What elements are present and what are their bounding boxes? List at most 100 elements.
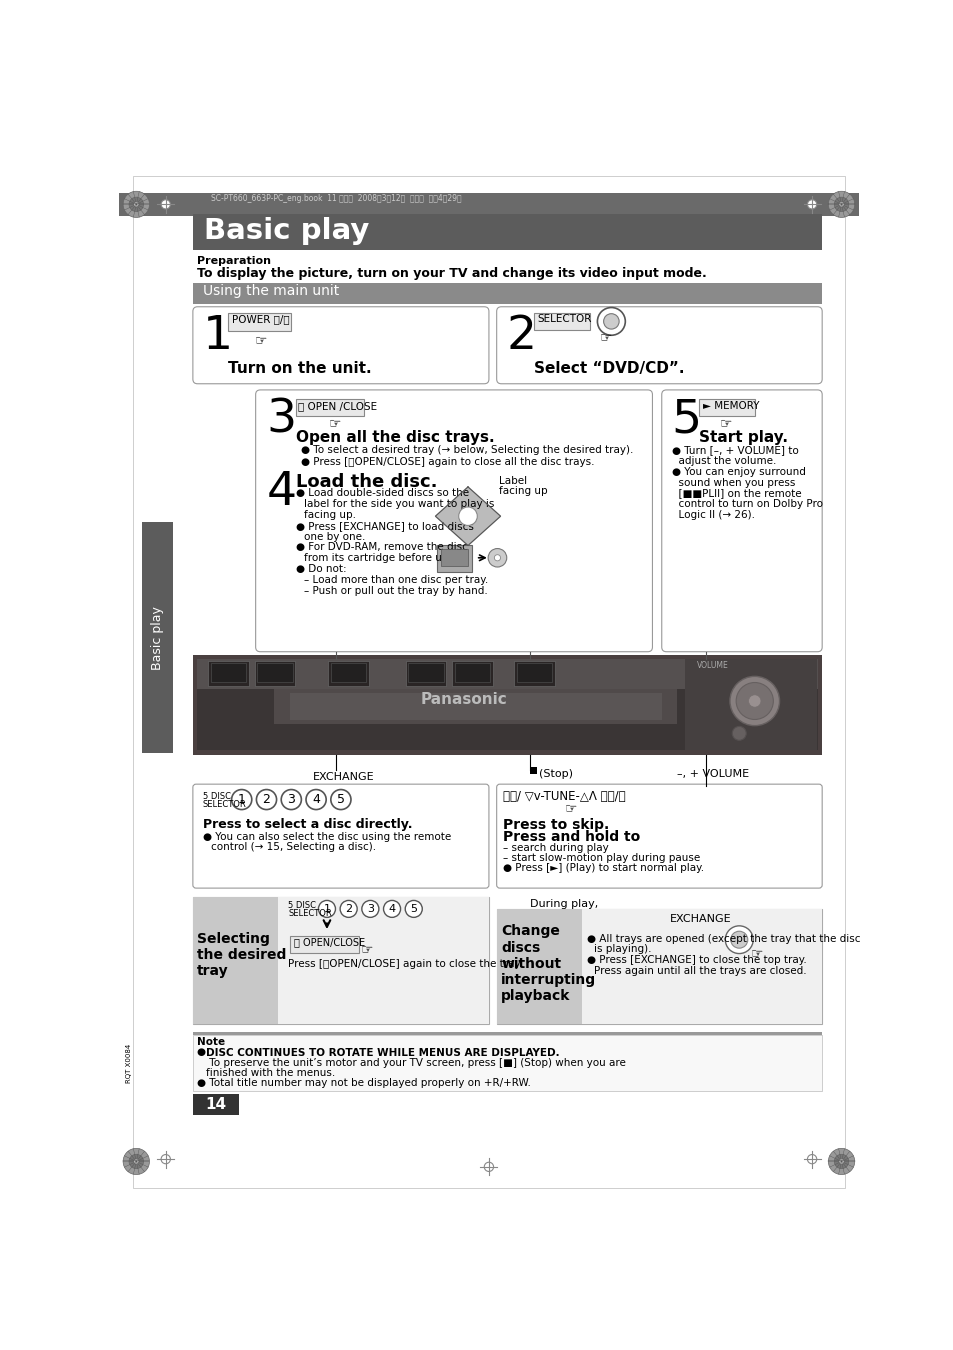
- Circle shape: [161, 1154, 171, 1164]
- Circle shape: [834, 197, 848, 212]
- Text: ● All trays are opened (except the tray that the disc: ● All trays are opened (except the tray …: [586, 934, 860, 944]
- Text: ☞: ☞: [720, 416, 732, 431]
- Text: Open all the disc trays.: Open all the disc trays.: [295, 429, 494, 446]
- Circle shape: [383, 900, 400, 918]
- Text: ● For DVD-RAM, remove the disc: ● For DVD-RAM, remove the disc: [295, 543, 467, 552]
- Circle shape: [729, 676, 779, 726]
- Text: 2: 2: [345, 904, 352, 914]
- Text: 2: 2: [506, 315, 537, 359]
- Text: Panasonic: Panasonic: [420, 693, 507, 707]
- Text: ⏶ OPEN/CLOSE: ⏶ OPEN/CLOSE: [294, 937, 364, 948]
- Text: POWER ⏻/⏹: POWER ⏻/⏹: [232, 315, 289, 324]
- Text: ⏶ OPEN /CLOSE: ⏶ OPEN /CLOSE: [298, 401, 377, 410]
- FancyBboxPatch shape: [661, 390, 821, 652]
- Text: SELECTOR: SELECTOR: [203, 799, 247, 809]
- Text: 4: 4: [312, 792, 319, 806]
- Circle shape: [129, 1154, 143, 1169]
- Text: facing up.: facing up.: [303, 510, 355, 520]
- Text: 4: 4: [266, 470, 296, 514]
- Text: Select “DVD/CD”.: Select “DVD/CD”.: [534, 360, 683, 375]
- Text: Basic play: Basic play: [152, 606, 164, 670]
- Bar: [497, 909, 581, 1023]
- Circle shape: [603, 313, 618, 329]
- Circle shape: [736, 683, 773, 720]
- Text: To display the picture, turn on your TV and change its video input mode.: To display the picture, turn on your TV …: [196, 267, 706, 279]
- Text: Basic play: Basic play: [204, 217, 370, 246]
- Circle shape: [361, 900, 378, 918]
- Text: ● To select a desired tray (→ below, Selecting the desired tray).: ● To select a desired tray (→ below, Sel…: [301, 446, 633, 455]
- Bar: [193, 1094, 239, 1115]
- Text: Preparation: Preparation: [196, 256, 271, 266]
- Bar: [328, 662, 369, 686]
- Text: – search during play: – search during play: [502, 842, 608, 853]
- Text: Press again until all the trays are closed.: Press again until all the trays are clos…: [594, 965, 806, 976]
- Bar: [290, 936, 359, 953]
- Text: ☞: ☞: [328, 416, 340, 431]
- FancyBboxPatch shape: [193, 784, 488, 888]
- Bar: [517, 663, 552, 682]
- Text: Load the disc.: Load the disc.: [295, 472, 437, 491]
- Circle shape: [306, 790, 326, 810]
- Text: – Push or pull out the tray by hand.: – Push or pull out the tray by hand.: [303, 586, 487, 595]
- Text: ● Press [EXCHANGE] to load discs: ● Press [EXCHANGE] to load discs: [295, 521, 474, 531]
- Text: control (→ 15, Selecting a disc).: control (→ 15, Selecting a disc).: [211, 842, 375, 852]
- Bar: [211, 663, 246, 682]
- Bar: [699, 400, 754, 416]
- Text: 4: 4: [388, 904, 395, 914]
- Bar: [406, 662, 446, 686]
- Circle shape: [494, 555, 500, 560]
- Bar: [290, 694, 661, 721]
- Circle shape: [123, 192, 150, 217]
- Text: ⏮⏮/ ▽v-TUNE-△Λ ⏭⏭/⏸: ⏮⏮/ ▽v-TUNE-△Λ ⏭⏭/⏸: [502, 790, 625, 803]
- Bar: [295, 400, 364, 416]
- Text: ● Load double-sided discs so the: ● Load double-sided discs so the: [295, 489, 469, 498]
- Bar: [514, 662, 555, 686]
- Bar: [534, 313, 589, 329]
- FancyBboxPatch shape: [497, 784, 821, 888]
- Text: [■■PLII] on the remote: [■■PLII] on the remote: [671, 489, 801, 498]
- Text: Selecting
the desired
tray: Selecting the desired tray: [196, 931, 286, 979]
- FancyBboxPatch shape: [255, 390, 652, 652]
- Circle shape: [458, 508, 476, 525]
- Circle shape: [256, 790, 276, 810]
- Circle shape: [318, 900, 335, 918]
- Text: ● You can enjoy surround: ● You can enjoy surround: [671, 467, 805, 477]
- Text: EXCHANGE: EXCHANGE: [313, 772, 375, 782]
- Text: 1: 1: [323, 904, 330, 914]
- Bar: [142, 522, 173, 753]
- FancyBboxPatch shape: [193, 306, 488, 383]
- Circle shape: [340, 900, 356, 918]
- Text: 3: 3: [367, 904, 374, 914]
- Bar: [436, 545, 472, 572]
- Text: ● Do not:: ● Do not:: [295, 564, 346, 574]
- Circle shape: [129, 197, 143, 212]
- Bar: [193, 896, 488, 1023]
- Circle shape: [834, 1154, 848, 1169]
- Circle shape: [724, 926, 753, 953]
- Text: ☞: ☞: [750, 946, 762, 960]
- Bar: [196, 659, 818, 690]
- Circle shape: [281, 790, 301, 810]
- Text: facing up: facing up: [498, 486, 547, 497]
- Text: DISC CONTINUES TO ROTATE WHILE MENUS ARE DISPLAYED.: DISC CONTINUES TO ROTATE WHILE MENUS ARE…: [206, 1048, 559, 1057]
- Bar: [196, 659, 818, 749]
- Text: ☞: ☞: [254, 333, 267, 347]
- Polygon shape: [435, 487, 500, 545]
- Bar: [440, 549, 468, 566]
- Circle shape: [133, 1158, 139, 1164]
- Text: is playing).: is playing).: [594, 944, 651, 954]
- Text: ● Total title number may not be displayed properly on +R/+RW.: ● Total title number may not be displaye…: [196, 1077, 530, 1088]
- Text: – start slow-motion play during pause: – start slow-motion play during pause: [502, 853, 700, 863]
- Text: ● Press [EXCHANGE] to close the top tray.: ● Press [EXCHANGE] to close the top tray…: [586, 954, 805, 965]
- Text: label for the side you want to play is: label for the side you want to play is: [303, 500, 494, 509]
- Bar: [331, 663, 366, 682]
- Text: (Stop): (Stop): [538, 768, 573, 779]
- Bar: [452, 662, 493, 686]
- Text: Using the main unit: Using the main unit: [203, 285, 339, 298]
- Text: Press and hold to: Press and hold to: [502, 830, 639, 844]
- Text: RQT X0084: RQT X0084: [126, 1044, 132, 1083]
- Circle shape: [133, 201, 139, 207]
- Bar: [278, 896, 488, 1023]
- Text: Label: Label: [498, 477, 527, 486]
- Text: 5: 5: [336, 792, 345, 806]
